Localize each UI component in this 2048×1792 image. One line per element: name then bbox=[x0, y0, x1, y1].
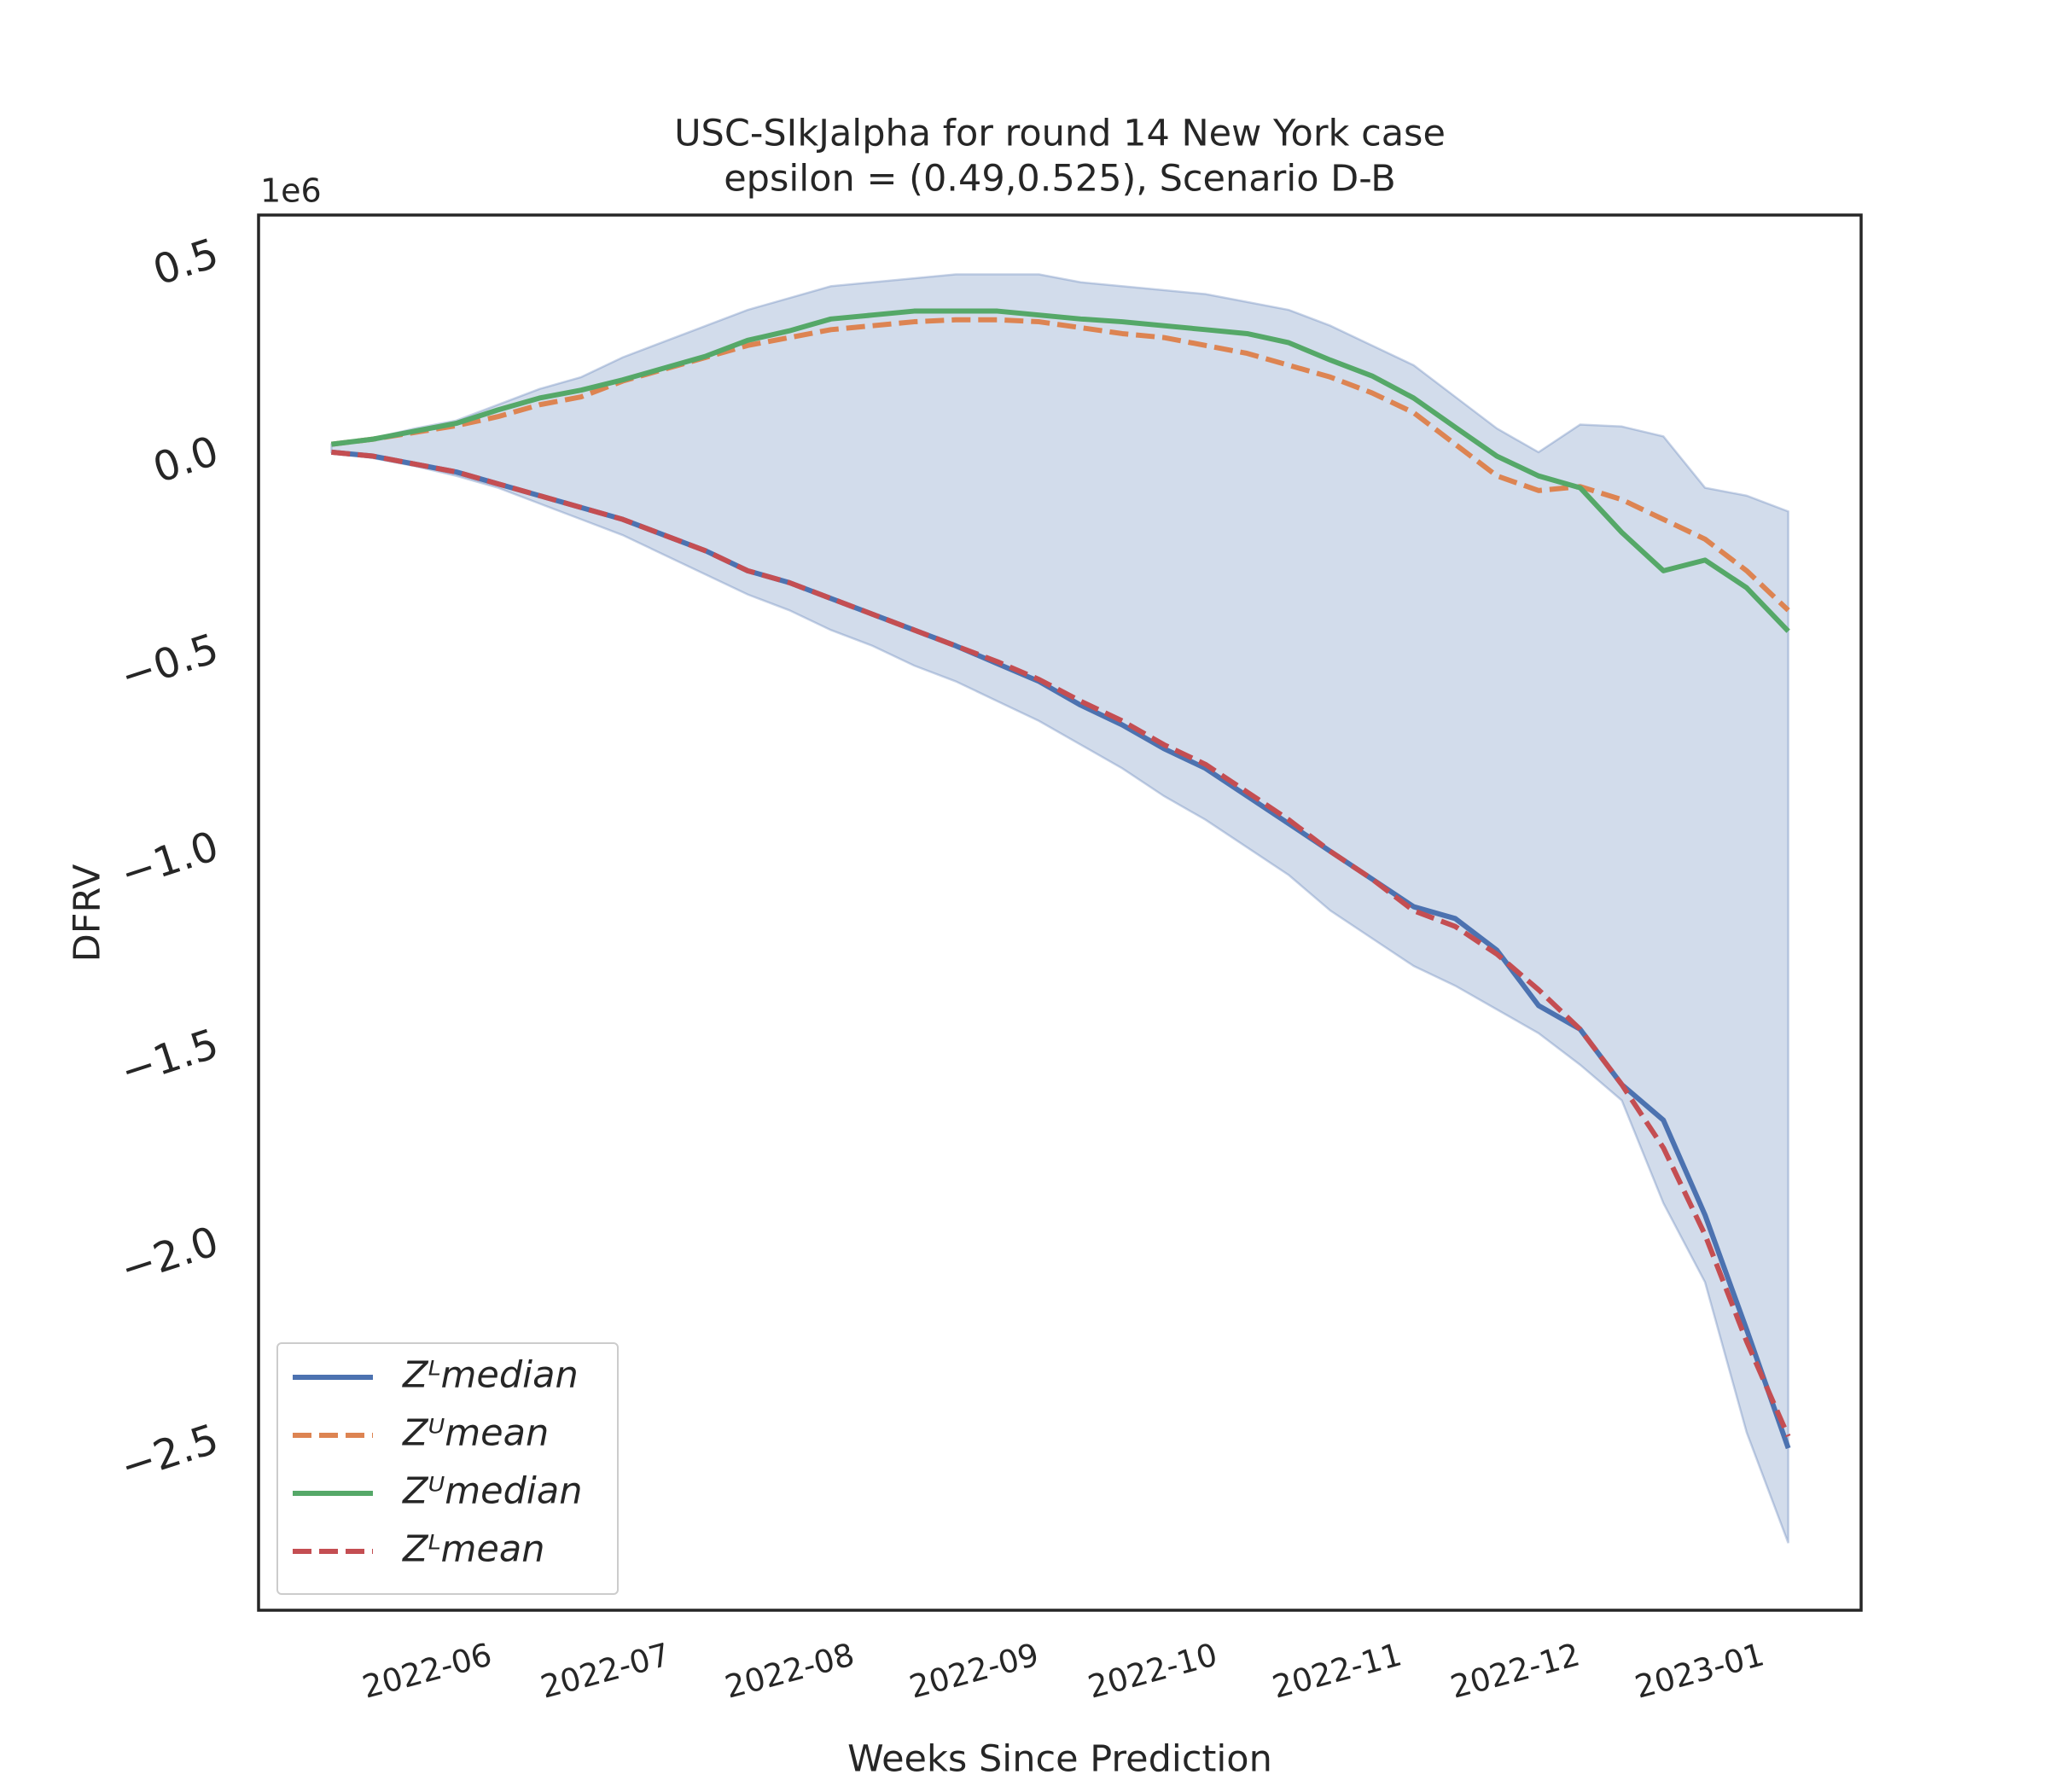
y-tick-label: −1.5 bbox=[115, 1020, 224, 1096]
y-tick-label: 0.5 bbox=[148, 230, 224, 295]
x-tick-label: 2022-11 bbox=[1269, 1636, 1405, 1706]
x-tick-label: 2022-09 bbox=[905, 1636, 1042, 1706]
y-tick-label: 0.0 bbox=[148, 427, 224, 492]
plot-area bbox=[330, 273, 1791, 1544]
x-tick-label: 2022-10 bbox=[1084, 1636, 1220, 1706]
chart-title: USC-SIkJalpha for round 14 New York case bbox=[674, 113, 1446, 155]
x-tick-label: 2022-12 bbox=[1446, 1636, 1583, 1706]
legend-box bbox=[276, 1342, 619, 1595]
series-line bbox=[330, 308, 1790, 633]
legend-label: Zᵁmedian bbox=[402, 1470, 582, 1513]
y-offset-label: 1e6 bbox=[260, 172, 322, 210]
y-tick-label: −2.5 bbox=[115, 1415, 224, 1491]
legend-label: Zᴸmedian bbox=[402, 1354, 579, 1397]
legend: Zᴸmedian Zᵁmean Zᵁmedian Zᴸmean bbox=[276, 1342, 619, 1595]
y-axis-label: DFRV bbox=[67, 864, 109, 962]
y-tick-label: −1.0 bbox=[115, 823, 224, 899]
plot-frame bbox=[257, 213, 1863, 1612]
y-tick-label: −2.0 bbox=[115, 1218, 224, 1294]
legend-label: Zᵁmean bbox=[402, 1412, 549, 1455]
legend-label: Zᴸmean bbox=[402, 1528, 544, 1571]
x-tick-label: 2022-06 bbox=[358, 1636, 495, 1706]
y-tick-label: −0.5 bbox=[115, 625, 224, 701]
x-axis-label: Weeks Since Prediction bbox=[847, 1738, 1272, 1781]
chart-subtitle: epsilon = (0.49,0.525), Scenario D-B bbox=[724, 158, 1396, 201]
series-line bbox=[331, 449, 1791, 1438]
x-tick-label: 2022-07 bbox=[537, 1636, 673, 1706]
series-line bbox=[330, 317, 1790, 613]
range-band bbox=[330, 273, 1789, 1544]
x-tick-label: 2023-01 bbox=[1631, 1636, 1767, 1706]
x-tick-label: 2022-08 bbox=[721, 1636, 858, 1706]
